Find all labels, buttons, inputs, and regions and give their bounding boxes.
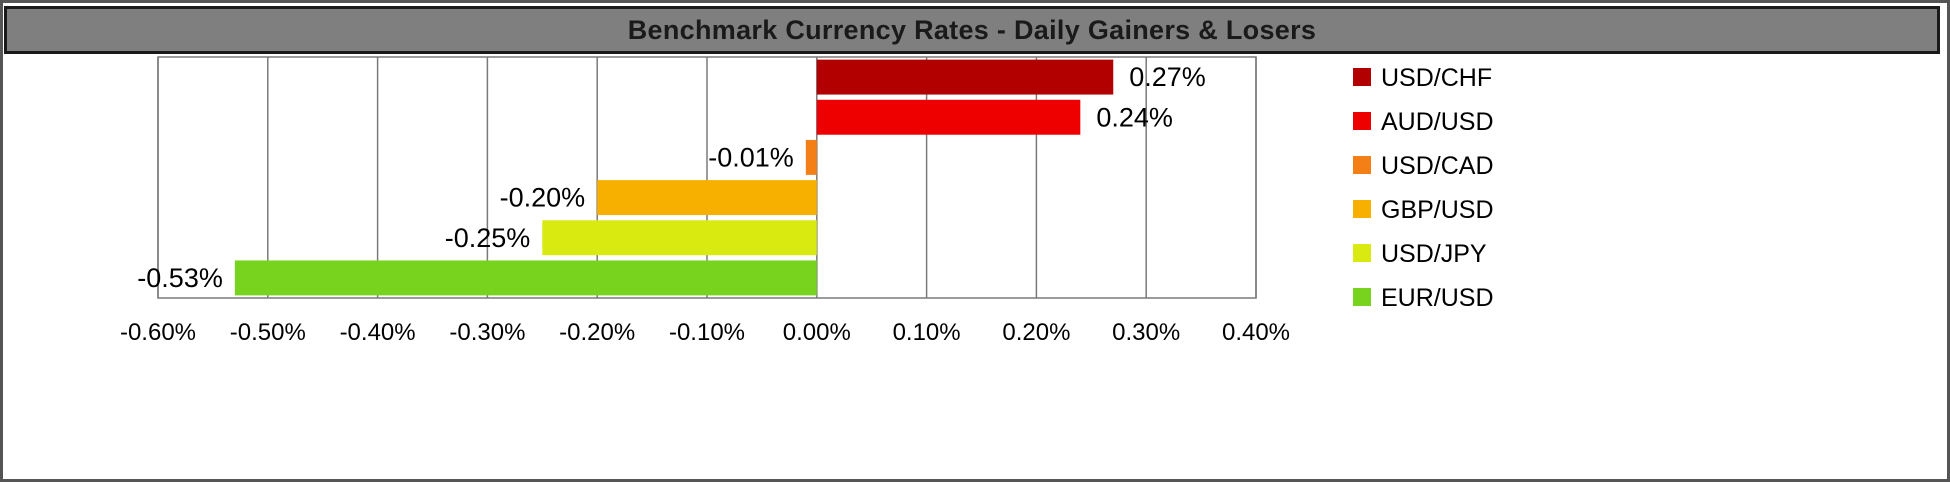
legend-swatch [1353,244,1371,262]
data-label: 0.24% [1096,102,1173,132]
x-tick-label: -0.10% [669,319,745,346]
x-tick-label: 0.00% [783,319,851,346]
x-tick-label: 0.30% [1112,319,1180,346]
bar-usd-chf [816,59,1114,95]
legend: USD/CHF AUD/USD USD/CAD GBP/USD USD/JPY EUR/U… [1353,64,1494,312]
legend-swatch [1353,288,1371,306]
x-tick-label: -0.20% [559,319,635,346]
chart-title-bar: Benchmark Currency Rates - Daily Gainers… [4,6,1940,54]
x-tick-label: -0.50% [230,319,306,346]
bar-eur-usd [234,260,817,296]
legend-swatch [1353,68,1371,86]
legend-label: USD/CHF [1381,64,1492,92]
x-tick-label: -0.60% [120,319,196,346]
x-tick-label: -0.40% [340,319,416,346]
bar-aud-usd [816,99,1081,135]
x-tick-label: 0.20% [1002,319,1070,346]
bar-gbp-usd [597,180,817,216]
legend-label: AUD/USD [1381,108,1494,136]
data-label: 0.27% [1129,62,1206,92]
chart-title: Benchmark Currency Rates - Daily Gainers… [627,14,1317,45]
bar-usd-cad [805,139,817,175]
legend-swatch [1353,200,1371,218]
x-tick-label: -0.30% [449,319,525,346]
data-label: -0.20% [500,183,586,213]
data-label: -0.53% [137,263,223,293]
x-tick-label: 0.10% [893,319,961,346]
legend-swatch [1353,112,1371,130]
legend-label: USD/JPY [1381,240,1487,268]
plot-area: -0.60% -0.50% -0.40% -0.30% -0.20% -0.10% 0.00… [120,56,1290,346]
legend-label: GBP/USD [1381,196,1494,224]
data-label: -0.25% [445,223,531,253]
legend-swatch [1353,156,1371,174]
legend-label: USD/CAD [1381,152,1494,180]
data-label: -0.01% [708,142,794,172]
x-tick-label: 0.40% [1222,319,1290,346]
bar-usd-jpy [542,220,817,256]
legend-label: EUR/USD [1381,284,1494,312]
